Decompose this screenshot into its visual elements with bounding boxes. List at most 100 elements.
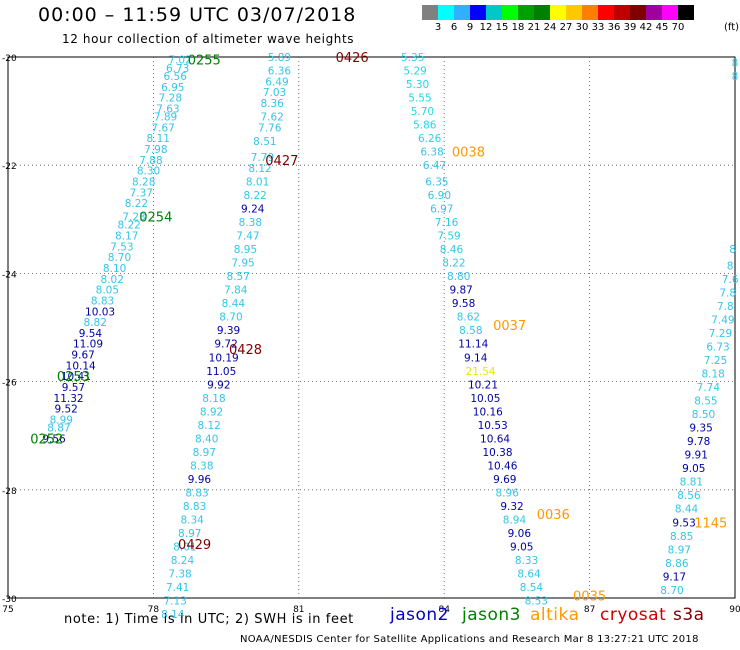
swh-value-label: 9.06 <box>508 528 532 540</box>
swh-value-label: 7.6 <box>722 274 739 286</box>
scale-swatch <box>566 5 582 20</box>
y-tick-label: -28 <box>2 487 17 497</box>
swh-value-label: 8.01 <box>246 176 269 188</box>
swh-value-label: 8.22 <box>125 198 148 210</box>
swh-value-label: 9.35 <box>689 423 712 435</box>
swh-value-label: 6.56 <box>164 71 188 83</box>
swh-value-label: 8.44 <box>675 504 699 516</box>
footer-note: note: 1) Time is in UTC; 2) SWH is in fe… <box>64 612 354 627</box>
swh-value-label: 8.38 <box>239 217 262 229</box>
y-tick-label: -20 <box>2 54 17 64</box>
scale-label: 15 <box>495 22 509 33</box>
swh-value-label: 8.95 <box>234 244 257 256</box>
swh-value-label: 8.44 <box>222 298 246 310</box>
swh-value-label: 5.55 <box>408 93 431 105</box>
swh-value-label: 8.56 <box>677 490 701 502</box>
scale-label: 24 <box>543 22 557 33</box>
swh-value-label: 6.73 <box>166 63 189 75</box>
swh-value-label: 6.95 <box>161 82 184 94</box>
scale-swatch <box>502 5 518 20</box>
swh-value-label: 7.25 <box>704 355 727 367</box>
scale-label: 6 <box>450 22 458 33</box>
pass-time-label: 0036 <box>537 508 570 523</box>
swh-value-label: 9.56 <box>42 433 66 445</box>
swh-value-label: 7.47 <box>236 231 259 243</box>
swh-value-label: 7.13 <box>164 596 187 608</box>
swh-value-label: 8.81 <box>680 477 703 489</box>
swh-value-label: 8.10 <box>103 263 126 275</box>
swh-value-label: 5.70 <box>411 106 434 118</box>
scale-label: 36 <box>607 22 621 33</box>
swh-value-label: 6.36 <box>268 66 292 78</box>
swh-value-label: 8.12 <box>197 420 220 432</box>
swh-value-label: 8.05 <box>96 285 119 297</box>
swh-value-label: 7.41 <box>166 582 189 594</box>
swh-value-label: 8.40 <box>195 433 218 445</box>
swh-value-label: 7.79 <box>251 152 274 164</box>
swh-value-label: 11.05 <box>206 366 236 378</box>
pass-time-label: 0254 <box>139 211 172 226</box>
y-tick-label: -30 <box>2 595 17 605</box>
swh-value-label: 6.47 <box>423 160 446 172</box>
swh-value-label: 6.35 <box>425 176 448 188</box>
pass-time-label: 1145 <box>694 516 727 531</box>
swh-value-label: 8.18 <box>202 393 225 405</box>
swh-value-label: 7.98 <box>144 144 167 156</box>
swh-value-label: 8.38 <box>190 460 213 472</box>
swh-value-label: 7.67 <box>151 122 174 134</box>
scale-swatch <box>630 5 646 20</box>
swh-value-label: 7.02 <box>168 55 191 67</box>
x-tick-label: 81 <box>293 605 304 615</box>
swh-value-label: 8.50 <box>692 409 715 421</box>
scale-label: 12 <box>479 22 493 33</box>
swh-value-label: 7.28 <box>159 93 182 105</box>
pass-time-label: 0037 <box>493 319 526 334</box>
x-tick-label: 75 <box>2 605 13 615</box>
y-tick-label: -26 <box>2 379 17 389</box>
swh-value-label: 8.82 <box>84 317 107 329</box>
pass-time-label: 0252 <box>30 432 63 447</box>
swh-value-label: 6.38 <box>420 147 443 159</box>
swh-value-label: 8.94 <box>503 515 527 527</box>
swh-value-label: 8.53 <box>525 596 548 608</box>
swh-value-label: 9.69 <box>493 474 516 486</box>
swh-value-label: 7.89 <box>154 112 177 124</box>
swh-value-label: 8.97 <box>668 544 691 556</box>
legend-altika: altika <box>530 605 580 625</box>
swh-value-label: 8.14 <box>161 609 185 621</box>
pass-time-label: 0038 <box>452 146 485 161</box>
swh-value-label: 9.72 <box>214 339 237 351</box>
swh-value-label: 7.76 <box>258 122 282 134</box>
swh-value-label: 8.34 <box>180 515 204 527</box>
swh-value-label: 8 <box>729 244 736 256</box>
swh-value-label: 8.86 <box>665 558 689 570</box>
swh-value-label: 8.30 <box>137 166 160 178</box>
swh-value-label: 9.32 <box>500 501 523 513</box>
scale-label: 45 <box>655 22 669 33</box>
swh-value-label: 9.39 <box>217 325 240 337</box>
swh-value-label: 9.24 <box>241 203 265 215</box>
plot-frame <box>7 56 736 599</box>
swh-value-label: 8.18 <box>701 368 724 380</box>
swh-value-label: 8 <box>732 71 739 83</box>
swh-value-label: 8.46 <box>440 244 464 256</box>
swh-value-label: 8.70 <box>219 312 242 324</box>
chart-subtitle: 12 hour collection of altimeter wave hei… <box>62 32 355 46</box>
swh-value-label: 8.22 <box>243 190 266 202</box>
scale-swatch <box>534 5 550 20</box>
swh-value-label: 7.23 <box>122 212 145 224</box>
swh-value-label: 7.16 <box>435 217 459 229</box>
swh-value-label: 9.87 <box>449 285 472 297</box>
swh-value-label: 8.22 <box>442 258 465 270</box>
swh-value-label: 5.30 <box>406 79 429 91</box>
swh-value-label: 9.57 <box>62 382 85 394</box>
swh-value-label: 7.53 <box>110 241 133 253</box>
swh-value-label: 9.58 <box>452 298 475 310</box>
swh-value-label: 9.17 <box>663 571 686 583</box>
scale-swatch <box>550 5 566 20</box>
scale-swatch <box>454 5 470 20</box>
swh-value-label: 9.67 <box>71 350 94 362</box>
x-tick-label: 90 <box>729 605 740 615</box>
swh-value-label: 10.03 <box>85 306 115 318</box>
swh-value-label: 8.83 <box>91 295 114 307</box>
